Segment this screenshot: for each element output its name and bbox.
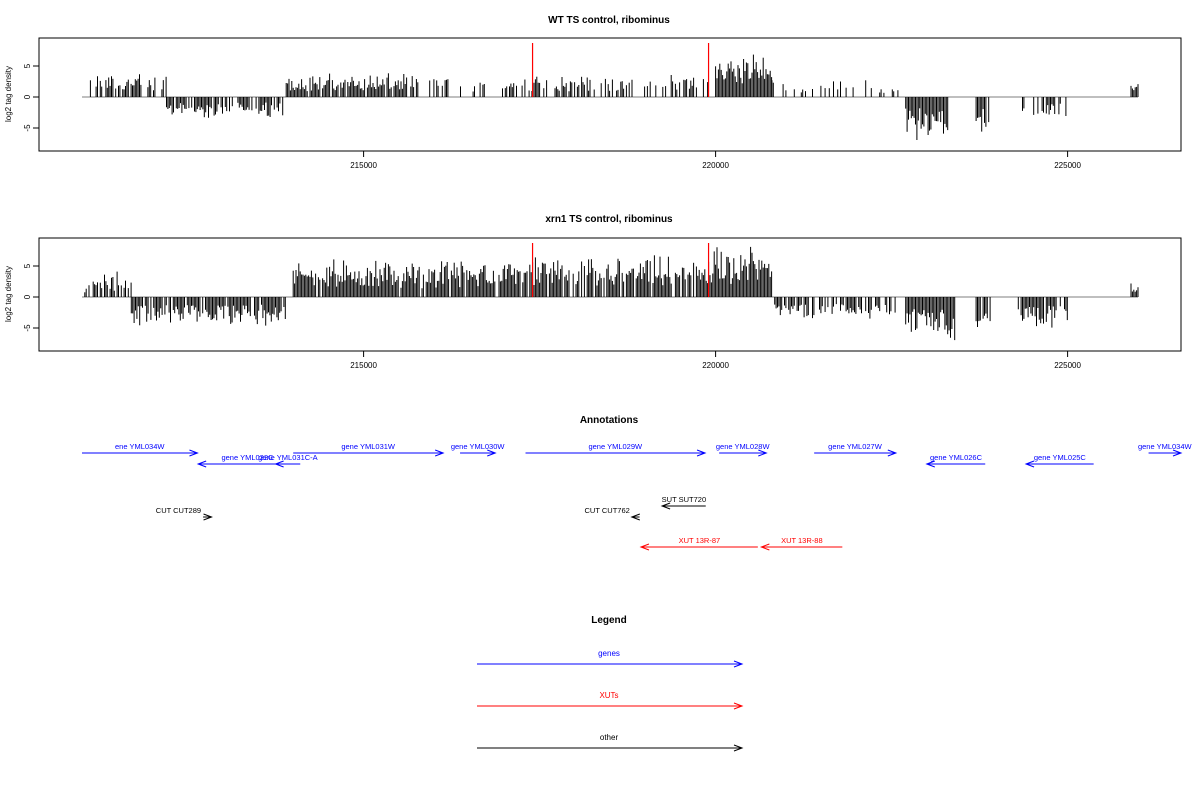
legend-item: XUTs bbox=[477, 691, 744, 710]
feature-gene: gene YML025C bbox=[1024, 453, 1094, 468]
marker-lines bbox=[531, 243, 710, 297]
arrow-head bbox=[487, 449, 497, 457]
feature-label: gene YML031C-A bbox=[258, 453, 317, 462]
feature-label: gene YML026C bbox=[930, 453, 983, 462]
feature-gene: gene YML030W bbox=[451, 442, 506, 457]
feature-xut: XUT 13R-87 bbox=[639, 536, 758, 551]
feature-gene: gene YML028W bbox=[716, 442, 771, 457]
annotations-title: Annotations bbox=[580, 415, 639, 426]
legend-label: XUTs bbox=[599, 691, 618, 700]
feature-gene: gene YML027W bbox=[814, 442, 898, 457]
arrow-head bbox=[758, 449, 768, 457]
arrow-head bbox=[696, 449, 707, 457]
arrow-head bbox=[733, 744, 744, 752]
x-tick-label: 220000 bbox=[702, 361, 729, 370]
feature-other: SUT SUT720 bbox=[660, 495, 706, 510]
feature-gene: gene YML034W bbox=[1138, 442, 1193, 457]
legend-label: other bbox=[600, 733, 619, 742]
feature-label: XUT 13R-88 bbox=[781, 536, 823, 545]
x-tick-label: 220000 bbox=[702, 161, 729, 170]
y-tick-label: 5 bbox=[23, 263, 32, 268]
y-tick-label: -5 bbox=[23, 324, 32, 332]
arrow-head bbox=[189, 449, 199, 457]
xrn1-panel: xrn1 TS control, ribominus log2 tag dens… bbox=[4, 214, 1182, 370]
feature-label: gene YML032C bbox=[221, 453, 274, 462]
arrow-head bbox=[759, 543, 770, 551]
legend: Legend genes XUTs other bbox=[477, 615, 744, 752]
density-bars bbox=[82, 246, 1139, 341]
panel-title: xrn1 TS control, ribominus bbox=[545, 214, 673, 225]
feature-label: gene YML029W bbox=[588, 442, 643, 451]
feature-label: gene YML034W bbox=[1138, 442, 1193, 451]
x-tick-label: 225000 bbox=[1054, 161, 1081, 170]
arrow-head bbox=[1172, 449, 1183, 457]
feature-label: ene YML034W bbox=[115, 442, 165, 451]
arrow-head bbox=[925, 460, 935, 468]
x-tick-label: 215000 bbox=[350, 361, 377, 370]
arrow-head bbox=[733, 702, 744, 710]
arrow-head bbox=[203, 513, 213, 521]
y-tick-label: 0 bbox=[23, 94, 32, 99]
feature-gene: ene YML034W bbox=[82, 442, 199, 457]
y-tick-label: -5 bbox=[23, 124, 32, 132]
arrow-head bbox=[196, 460, 207, 468]
feature-label: CUT CUT762 bbox=[585, 506, 630, 515]
y-axis: -5 0 5 bbox=[23, 263, 40, 332]
feature-label: gene YML028W bbox=[716, 442, 771, 451]
legend-items: genes XUTs other bbox=[477, 649, 744, 752]
y-tick-label: 0 bbox=[23, 294, 32, 299]
y-tick-label: 5 bbox=[23, 63, 32, 68]
arrow-head bbox=[887, 449, 898, 457]
feature-label: CUT CUT289 bbox=[156, 506, 201, 515]
feature-other: CUT CUT289 bbox=[156, 506, 213, 521]
marker-lines bbox=[531, 43, 710, 97]
feature-label: SUT SUT720 bbox=[662, 495, 706, 504]
legend-item: other bbox=[477, 733, 744, 752]
feature-gene: gene YML026C bbox=[925, 453, 986, 468]
x-axis: 215000 220000 225000 bbox=[350, 151, 1081, 170]
y-axis-label: log2 tag density bbox=[4, 266, 13, 322]
arrow-head bbox=[660, 502, 671, 510]
x-tick-label: 215000 bbox=[350, 161, 377, 170]
arrow-head bbox=[274, 460, 284, 468]
arrow-head bbox=[630, 513, 640, 521]
y-axis-label: log2 tag density bbox=[4, 66, 13, 122]
arrow-head bbox=[639, 543, 650, 551]
arrow-head bbox=[733, 660, 744, 668]
feature-xut: XUT 13R-88 bbox=[759, 536, 843, 551]
x-tick-label: 225000 bbox=[1054, 361, 1081, 370]
arrow-head bbox=[1024, 460, 1035, 468]
feature-label: XUT 13R-87 bbox=[679, 536, 721, 545]
y-axis: -5 0 5 bbox=[23, 63, 40, 132]
arrow-head bbox=[434, 449, 445, 457]
feature-gene: gene YML031W bbox=[293, 442, 445, 457]
feature-other: CUT CUT762 bbox=[585, 506, 640, 521]
feature-label: gene YML027W bbox=[828, 442, 883, 451]
legend-label: genes bbox=[598, 649, 620, 658]
panel-title: WT TS control, ribominus bbox=[548, 15, 670, 26]
feature-label: gene YML030W bbox=[451, 442, 506, 451]
density-bars bbox=[82, 54, 1139, 140]
feature-gene: gene YML029W bbox=[525, 442, 707, 457]
x-axis: 215000 220000 225000 bbox=[350, 351, 1081, 370]
feature-label: gene YML025C bbox=[1034, 453, 1087, 462]
legend-title: Legend bbox=[591, 615, 627, 626]
feature-label: gene YML031W bbox=[341, 442, 396, 451]
wt-panel: WT TS control, ribominus log2 tag densit… bbox=[4, 15, 1182, 170]
legend-item: genes bbox=[477, 649, 744, 668]
feature-gene: gene YML031C-A bbox=[258, 453, 318, 468]
